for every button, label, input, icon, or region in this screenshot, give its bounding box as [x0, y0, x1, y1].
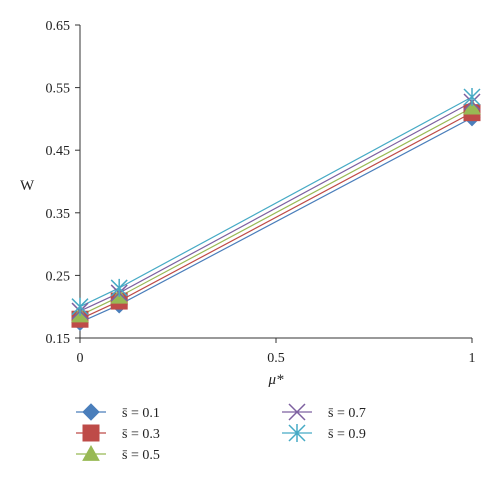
series-line-2	[79, 112, 473, 320]
legend-label: s̄ = 0.3	[122, 427, 160, 442]
legend-label: s̄ = 0.1	[122, 406, 160, 421]
legend-label: s̄ = 0.5	[122, 448, 160, 463]
data-point-series-5	[463, 87, 481, 106]
legend-marker	[288, 403, 306, 421]
legend-marker	[82, 403, 100, 421]
x-ticks: 0 0.5 1	[77, 338, 476, 366]
y-tick-label: 0.35	[46, 207, 71, 222]
legend-marker	[288, 424, 306, 442]
legend-label: s̄ = 0.9	[328, 427, 366, 442]
y-ticks: 0.15 0.25 0.35 0.45 0.55 0.65	[46, 19, 80, 347]
legend-marker	[82, 444, 100, 461]
legend-item: s̄ = 0.7	[282, 403, 366, 421]
data-point-series-5	[110, 278, 128, 297]
y-axis-title: W	[20, 178, 35, 194]
x-tick-label: 1	[469, 351, 476, 366]
y-tick-label: 0.45	[46, 144, 71, 159]
series-lines	[79, 96, 473, 323]
plot-area: 0.150.250.350.450.550.65 0 0.5 1	[46, 19, 481, 366]
y-tick-label: 0.55	[46, 82, 71, 97]
y-tick-label: 0.25	[46, 269, 71, 284]
legend: s̄ = 0.1 s̄ = 0.3 s̄ = 0.5 s̄ = 0.7 s̄ = 0.9	[76, 403, 366, 463]
series-line-4	[79, 101, 473, 312]
legend-marker	[82, 424, 100, 442]
legend-item: s̄ = 0.5	[76, 444, 160, 463]
x-tick-label: 0	[77, 351, 84, 366]
legend-item: s̄ = 0.3	[76, 424, 160, 442]
series-line-3	[79, 107, 473, 317]
legend-label: s̄ = 0.7	[328, 406, 366, 421]
series-line-5	[79, 96, 473, 308]
legend-item: s̄ = 0.1	[76, 403, 160, 421]
x-tick-label: 0.5	[267, 351, 285, 366]
series-line-1	[79, 117, 473, 323]
y-tick-label: 0.65	[46, 19, 71, 34]
data-point-series-5	[71, 297, 89, 316]
legend-item: s̄ = 0.9	[282, 424, 366, 442]
y-tick-label: 0.15	[46, 332, 71, 347]
x-axis-title: μ*	[267, 372, 284, 388]
series-markers	[71, 87, 481, 332]
